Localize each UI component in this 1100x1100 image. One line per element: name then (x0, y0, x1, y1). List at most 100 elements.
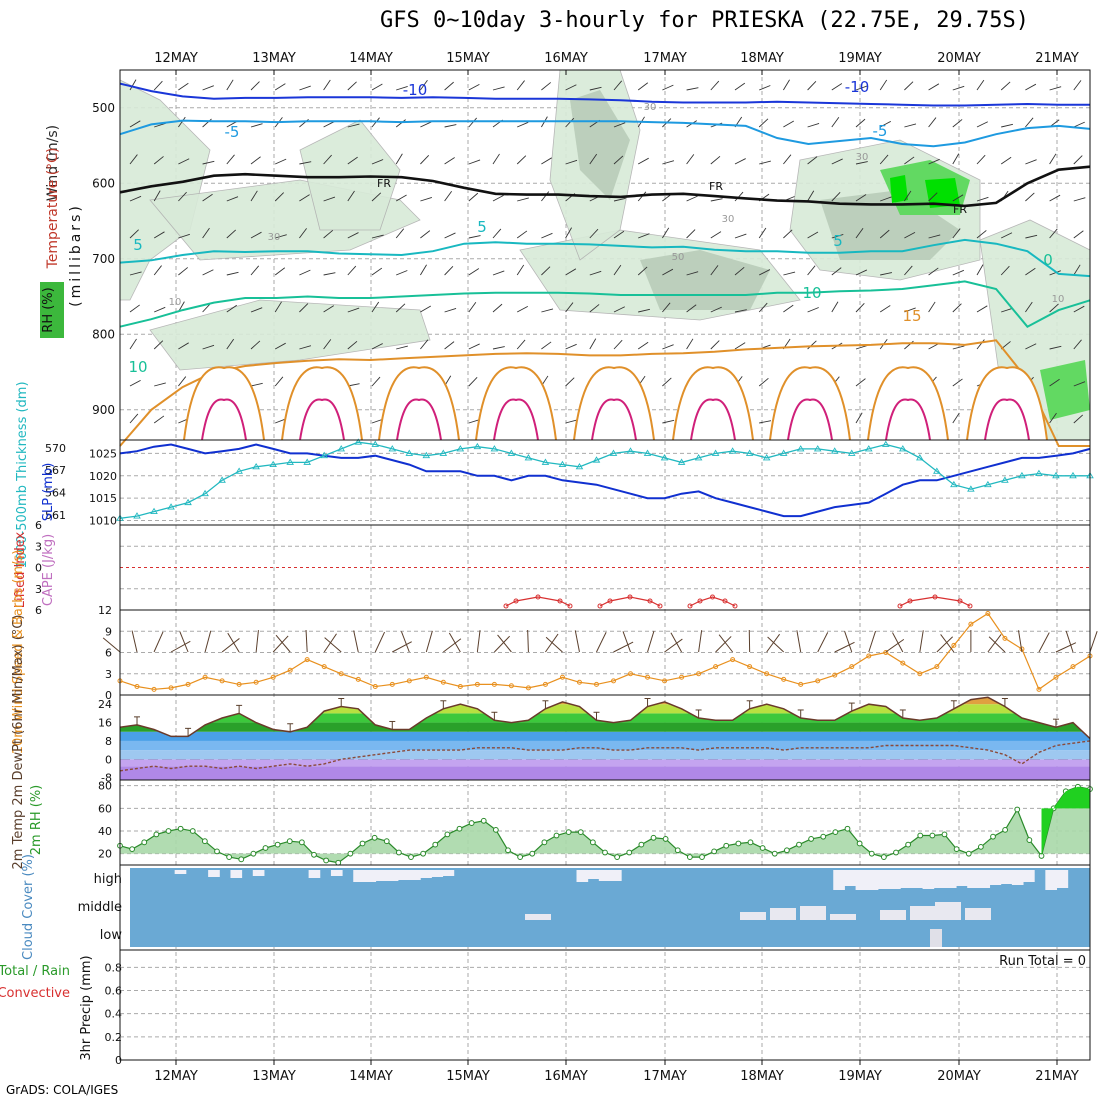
wind-barb (807, 123, 820, 128)
wind-barb (516, 80, 525, 91)
wind-barb (928, 83, 940, 91)
cloud-high-bar (956, 870, 968, 886)
wind-barb (323, 305, 335, 313)
precip-legend-rain: Total / Rain (0, 964, 70, 979)
wind-speed-marker (832, 672, 838, 678)
wind-barb (1000, 81, 1011, 91)
upper-rh-title: RH (%) (41, 287, 56, 332)
lifted-index-marker (535, 594, 541, 600)
wind-barb (807, 340, 817, 350)
day-label-bottom: 16MAY (544, 1069, 588, 1084)
wind-speed-marker (645, 674, 651, 680)
lifted-index-line (689, 596, 736, 607)
day-label-bottom: 12MAY (154, 1069, 198, 1084)
cloud-high-bar (431, 870, 444, 877)
rh-marker (201, 838, 208, 845)
wind-barb (274, 301, 282, 313)
rh-marker (395, 849, 402, 856)
wind-barb (565, 419, 578, 424)
wind-barb (638, 233, 650, 239)
wind-barb-10m (622, 631, 631, 653)
wind-barb (178, 116, 186, 128)
wind-barb (468, 343, 480, 350)
wind-barb-10m (844, 631, 853, 653)
thickness-marker (541, 458, 550, 465)
wind-speed-marker (713, 664, 719, 670)
wind-barb (904, 156, 915, 165)
rh-marker (238, 856, 245, 863)
wind-tick-label: 6 (105, 647, 112, 660)
wind-barb (371, 343, 383, 350)
isotherm-hump (769, 366, 851, 441)
wind-barb (202, 269, 214, 276)
wind-barb (807, 231, 819, 239)
lifted-tick-label: 6 (35, 519, 42, 532)
wind-barb (371, 376, 381, 387)
temp-tick-label: 24 (98, 698, 112, 711)
cloud-high-bar (230, 870, 243, 878)
isotherm-label: FR (709, 180, 723, 193)
rh-marker (735, 840, 742, 847)
wind-barb (783, 304, 794, 313)
rh-marker (711, 848, 718, 855)
thickness-marker (677, 458, 686, 465)
thickness-marker (609, 449, 618, 456)
wind-barb-10m (476, 630, 481, 653)
wind-barb (1001, 307, 1013, 313)
lifted-index-line (599, 596, 661, 607)
rh-shade-dark (570, 90, 630, 200)
wind-barb (1025, 83, 1037, 91)
wind-barb (541, 82, 552, 91)
wind-barb (129, 195, 142, 202)
isotherm-5 (119, 238, 1091, 278)
wind-barb-10m (275, 634, 291, 653)
wind-barb (1073, 381, 1086, 387)
wind-barb (468, 159, 481, 165)
rh-marker (323, 857, 330, 864)
wind-barb (1049, 194, 1061, 202)
wind-barb (129, 229, 139, 239)
wind-speed-marker (593, 681, 599, 687)
thickness-marker (916, 454, 924, 461)
wind-barb (153, 415, 165, 424)
rh-marker (614, 854, 621, 860)
wind-barb (250, 340, 261, 350)
wind-barb (444, 341, 455, 350)
thickness-marker (711, 449, 720, 456)
isotherm-hump (966, 366, 1048, 441)
wind-speed-marker (883, 650, 889, 655)
cloud-high-bar (409, 870, 421, 880)
wind-barb (250, 190, 258, 202)
pressure-tick-label: 800 (92, 327, 115, 341)
wind-barb (662, 84, 674, 91)
panel-backgrounds (40, 282, 64, 338)
wind-barb-10m (892, 632, 904, 653)
wind-barb-10m (670, 632, 683, 653)
day-label-top: 20MAY (937, 51, 981, 66)
wind-barb-10m (305, 630, 308, 653)
data-layer (102, 69, 1098, 947)
wind-barb-10m (170, 640, 191, 653)
rh-marker (286, 838, 293, 845)
wind-barb (420, 197, 433, 202)
rh-marker (214, 848, 220, 855)
rh-marker (408, 854, 414, 860)
rh-marker (274, 841, 281, 848)
wind-barb (250, 382, 263, 387)
thickness-marker (388, 445, 397, 452)
day-label-bottom: 15MAY (446, 1069, 490, 1084)
wind-barb (274, 83, 286, 91)
wind-barb (637, 157, 649, 165)
isotherm-hump (281, 366, 363, 441)
isotherm-label: -10 (403, 81, 428, 99)
wind-barb (613, 155, 624, 165)
wind-speed-marker (134, 684, 140, 689)
wind-barb (274, 376, 284, 387)
wind-barb-10m (102, 637, 121, 653)
wind-barb (589, 86, 602, 91)
cloud-high-bar (855, 870, 868, 890)
day-label-top: 17MAY (643, 51, 687, 66)
rh-marker (335, 859, 342, 866)
wind-barb (420, 121, 432, 128)
wind-barb (226, 271, 239, 276)
